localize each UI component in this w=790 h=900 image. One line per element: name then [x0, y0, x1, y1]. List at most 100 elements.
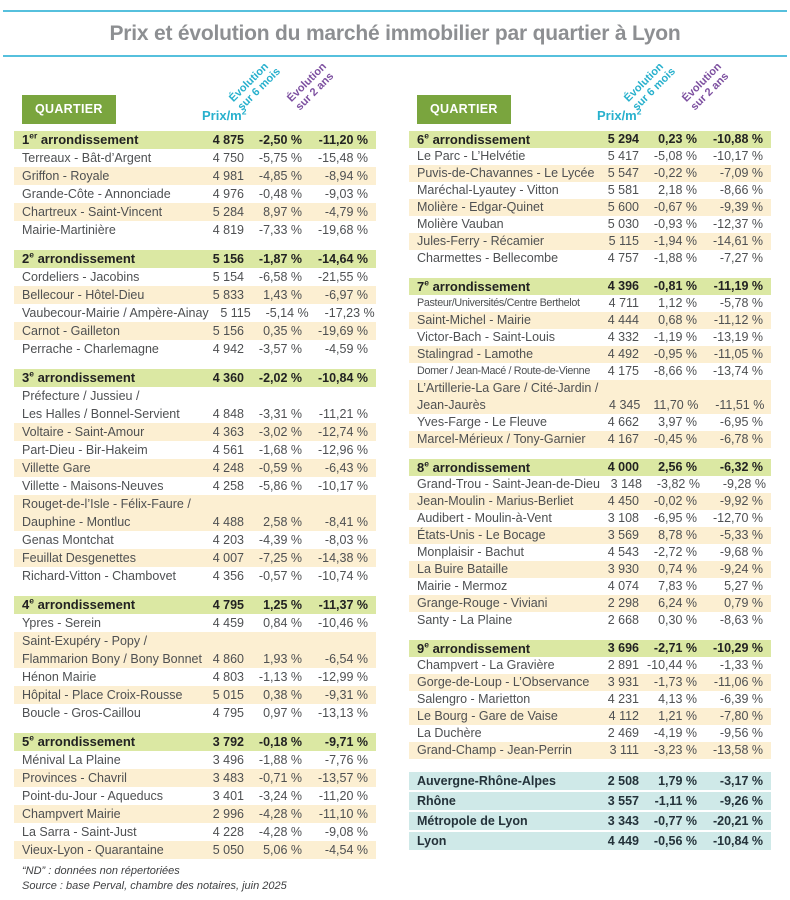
price-value: 4 175: [607, 364, 639, 378]
evo-2y-value: -4,79 %: [324, 205, 368, 219]
price-value: 3 931: [607, 675, 639, 689]
quartier-name: Pasteur/Universités/Centre Berthelot: [417, 297, 580, 309]
table-row: Grand-Champ - Jean-Perrin 3 111 -3,23 % -13…: [409, 742, 771, 759]
quartier-name: Richard-Vitton - Chambovet: [22, 569, 177, 583]
price-value: 3 930: [607, 562, 639, 576]
table-row: Bellecour - Hôtel-Dieu 5 833 1,43 % -6,97 %: [14, 286, 376, 304]
evo-2y-value: -10,46 %: [317, 616, 368, 630]
quartier-name: Charmettes - Bellecombe: [417, 251, 559, 265]
evo-6m-value: -1,68 %: [258, 443, 302, 457]
evo-6m-value: -0,56 %: [653, 834, 697, 848]
evo-2y-value: -13,13 %: [317, 706, 368, 720]
evo-2y-value: -9,24 %: [719, 562, 763, 576]
table-row: Grande-Côte - Annonciade 4 976 -0,48 % -9,0…: [14, 185, 376, 203]
evo-6m-value: -0,45 %: [653, 432, 697, 446]
table-row: États-Unis - Le Bocage 3 569 8,78 % -5,33 %: [409, 527, 771, 544]
price-value: 5 417: [607, 149, 639, 163]
evo-6m-value: -3,57 %: [258, 342, 302, 356]
quartier-name: Salengro - Marietton: [417, 692, 531, 706]
evo-2y-value: -11,20 %: [318, 133, 368, 147]
evo-2y-value: -10,74 %: [317, 569, 368, 583]
price-value: 5 030: [607, 217, 639, 231]
quartier-name: Villette - Maisons-Neuves: [22, 479, 164, 493]
evo-6m-value: -1,13 %: [258, 670, 302, 684]
evo-6m-column-header: Évolution sur 6 mois: [622, 58, 678, 113]
evo-2y-value: -9,08 %: [324, 825, 368, 839]
evo-6m-value: -3,82 %: [656, 477, 700, 491]
price-header-label: Prix/m: [202, 108, 242, 123]
table-row: Cordeliers - Jacobins 5 154 -6,58 % -21,55 …: [14, 268, 376, 286]
price-value: 4 112: [608, 709, 639, 723]
evo-6m-value: -0,77 %: [653, 814, 697, 828]
evo-2y-value: -6,43 %: [324, 461, 368, 475]
table-row: Feuillat Desgenettes 4 007 -7,25 % -14,38 %: [14, 549, 376, 567]
table-row: Audibert - Moulin-à-Vent 3 108 -6,95 % -12,…: [409, 510, 771, 527]
price-value: 3 401: [212, 789, 244, 803]
table-row: Provinces - Chavril 3 483 -0,71 % -13,57 %: [14, 769, 376, 787]
evo-6m-value: -3,23 %: [653, 743, 697, 757]
price-value: 4 459: [212, 616, 244, 630]
quartier-name: Ypres - Serein: [22, 616, 101, 630]
arrondissement-name: 5e arrondissement: [22, 732, 136, 749]
evo-6m-value: -4,28 %: [258, 807, 302, 821]
evo-6m-value: 5,06 %: [263, 843, 302, 857]
price-value: 5 600: [607, 200, 639, 214]
evo-2y-value: -14,64 %: [317, 252, 368, 266]
quartier-name: Vaubecour-Mairie / Ampère-Ainay: [22, 306, 209, 320]
table-row: Saint-Michel - Mairie 4 444 0,68 % -11,12 %: [409, 312, 771, 329]
evo-6m-value: -1,88 %: [258, 753, 302, 767]
table-row: Champvert - La Gravière 2 891 -10,44 % -1,3…: [409, 657, 771, 674]
evo-6m-value: 8,97 %: [263, 205, 302, 219]
evo-2y-value: -11,12 %: [713, 313, 763, 327]
evo-2y-value: -11,06 %: [713, 675, 763, 689]
table-row: Saint-Exupéry - Popy / Flammarion Bony / …: [14, 632, 376, 668]
price-value: 4 258: [212, 479, 244, 493]
arrondissement-block: 4e arrondissement 4 795 1,25 % -11,37 % Ypre…: [14, 596, 376, 722]
price-value: 3 343: [607, 814, 639, 828]
price-value: 5 154: [212, 270, 244, 284]
quartier-name: Le Parc - L’Helvétie: [417, 149, 526, 163]
table-header-right: QUARTIER Prix/m2 Évolution sur 6 mois Évo…: [409, 59, 771, 125]
evo-6m-value: -2,50 %: [258, 133, 302, 147]
evo-2y-value: -6,95 %: [719, 415, 763, 429]
price-value: 4 449: [607, 834, 639, 848]
evo-6m-value: 1,25 %: [263, 598, 302, 612]
evo-6m-value: -6,95 %: [653, 511, 697, 525]
left-column-blocks: 1er arrondissement 4 875 -2,50 % -11,20 % Te…: [14, 131, 376, 859]
table-row: Le Bourg - Gare de Vaise 4 112 1,21 % -7,80…: [409, 708, 771, 725]
price-value: 3 792: [212, 735, 244, 749]
evo-2y-value: -3,17 %: [719, 774, 763, 788]
evo-2y-value: -9,56 %: [719, 726, 763, 740]
table-row: Molière Vauban 5 030 -0,93 % -12,37 %: [409, 216, 771, 233]
evo-2y-value: -10,17 %: [712, 149, 763, 163]
evo-6m-value: 0,38 %: [263, 688, 302, 702]
table-row: Point-du-Jour - Aqueducs 3 401 -3,24 % -11,…: [14, 787, 376, 805]
arrondissement-header-row: 7e arrondissement 4 396 -0,81 % -11,19 %: [409, 278, 771, 295]
quartier-name: Grande-Côte - Annonciade: [22, 187, 171, 201]
quartier-name: Champvert - La Gravière: [417, 658, 555, 672]
evo-6m-value: -4,85 %: [258, 169, 302, 183]
evo-2y-value: -9,26 %: [719, 794, 763, 808]
table-header-left: QUARTIER Prix/m2 Évolution sur 6 mois Évo…: [14, 59, 376, 125]
evo-6m-value: -5,08 %: [653, 149, 697, 163]
evo-6m-column-header: Évolution sur 6 mois: [227, 58, 283, 113]
table-row: Puvis-de-Chavannes - Le Lycée 5 547 -0,22 …: [409, 165, 771, 182]
quartier-name: Saint-Exupéry - Popy / Flammarion Bony / …: [22, 634, 202, 666]
price-value: 3 496: [212, 753, 244, 767]
quartier-name: La Duchère: [417, 726, 482, 740]
region-summary-row: Rhône 3 557 -1,11 % -9,26 %: [409, 792, 771, 812]
quartier-name: La Sarra - Saint-Just: [22, 825, 137, 839]
quartier-name: Maréchal-Lyautey - Vitton: [417, 183, 559, 197]
evo-6m-value: -6,58 %: [258, 270, 302, 284]
evo-6m-value: -1,19 %: [653, 330, 697, 344]
evo-6m-value: 7,83 %: [658, 579, 697, 593]
evo-2y-value: -12,37 %: [712, 217, 763, 231]
quartier-name: Boucle - Gros-Caillou: [22, 706, 141, 720]
right-column-blocks: 6e arrondissement 5 294 0,23 % -10,88 % Le P…: [409, 131, 771, 759]
price-value: 5 547: [607, 166, 639, 180]
price-value: 4 228: [212, 825, 244, 839]
price-value: 4 444: [607, 313, 639, 327]
quartier-name: Point-du-Jour - Aqueducs: [22, 789, 164, 803]
arrondissement-header-row: 3e arrondissement 4 360 -2,02 % -10,84 %: [14, 369, 376, 387]
